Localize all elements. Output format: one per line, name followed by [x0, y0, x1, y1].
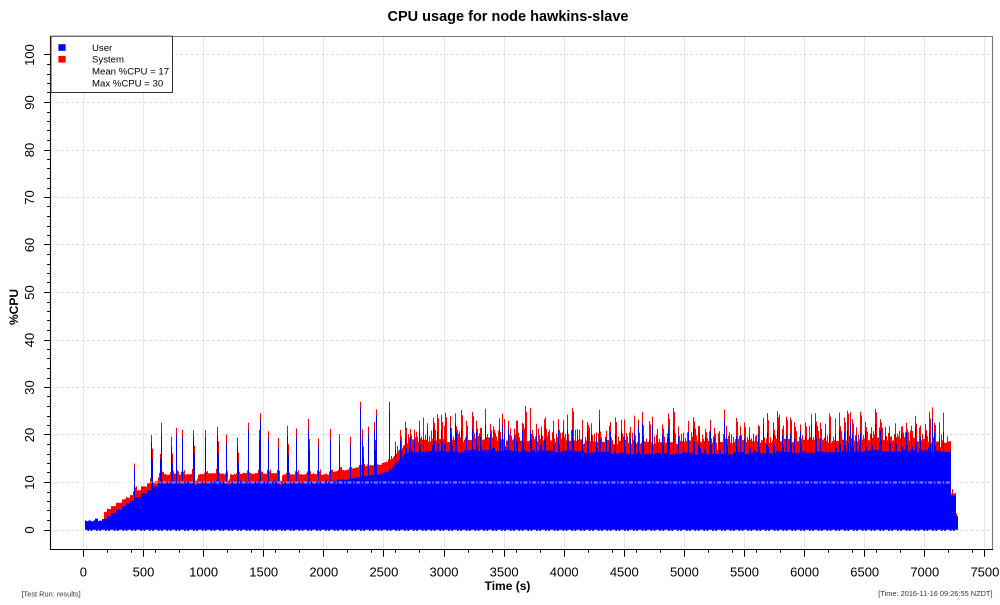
svg-text:System: System: [92, 55, 124, 66]
svg-text:3000: 3000: [430, 564, 459, 579]
svg-text:4500: 4500: [610, 564, 639, 579]
svg-text:80: 80: [22, 143, 37, 157]
svg-text:5500: 5500: [730, 564, 759, 579]
svg-text:Time (s): Time (s): [485, 579, 531, 593]
svg-text:90: 90: [22, 95, 37, 109]
svg-text:2500: 2500: [369, 564, 398, 579]
svg-text:30: 30: [22, 380, 37, 394]
svg-text:7000: 7000: [910, 564, 939, 579]
svg-text:50: 50: [22, 285, 37, 299]
svg-text:%CPU: %CPU: [7, 289, 21, 325]
svg-text:60: 60: [22, 238, 37, 252]
svg-text:7500: 7500: [970, 564, 999, 579]
svg-text:70: 70: [22, 190, 37, 204]
svg-text:CPU usage for node hawkins-sla: CPU usage for node hawkins-slave: [388, 9, 629, 25]
svg-text:4000: 4000: [550, 564, 579, 579]
svg-text:Max %CPU = 30: Max %CPU = 30: [92, 78, 163, 89]
svg-text:40: 40: [22, 333, 37, 347]
svg-text:3500: 3500: [490, 564, 519, 579]
svg-text:100: 100: [22, 44, 37, 66]
svg-text:1000: 1000: [189, 564, 218, 579]
svg-text:10: 10: [22, 475, 37, 489]
svg-text:User: User: [92, 43, 113, 54]
svg-text:1500: 1500: [249, 564, 278, 579]
svg-text:[Test Run: results]: [Test Run: results]: [22, 590, 81, 599]
svg-text:0: 0: [22, 526, 37, 533]
svg-text:6500: 6500: [850, 564, 879, 579]
svg-text:5000: 5000: [670, 564, 699, 579]
svg-text:Mean %CPU = 17: Mean %CPU = 17: [92, 67, 169, 78]
svg-text:20: 20: [22, 428, 37, 442]
svg-text:[Time: 2016-11-16 09:26:55 NZD: [Time: 2016-11-16 09:26:55 NZDT]: [878, 589, 992, 598]
svg-text:500: 500: [133, 564, 155, 579]
svg-text:0: 0: [80, 564, 87, 579]
svg-text:2000: 2000: [309, 564, 338, 579]
svg-text:6000: 6000: [790, 564, 819, 579]
